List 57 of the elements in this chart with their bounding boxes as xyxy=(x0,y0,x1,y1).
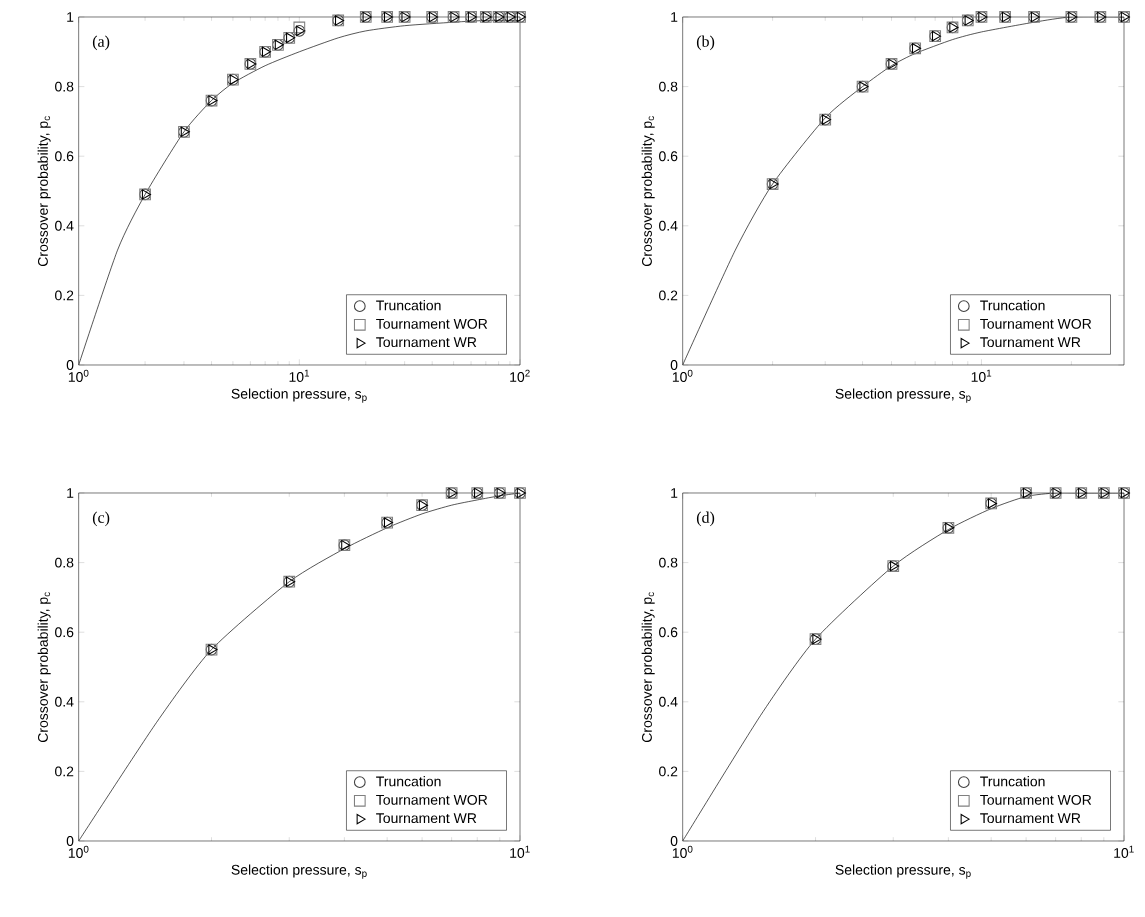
y-tick-label: 0.4 xyxy=(659,220,678,231)
x-tick-label: 10$^{1}$ xyxy=(1114,845,1134,858)
legend-label: Truncation xyxy=(980,300,1045,311)
annotation: (d) xyxy=(696,511,715,527)
x-tick-label: 10$^{0}$ xyxy=(68,845,89,858)
x-tick-label: 10$^{1}$ xyxy=(510,845,530,858)
y-tick-label: 0.6 xyxy=(55,151,74,162)
y-tick-label: 0.8 xyxy=(659,557,678,568)
y-tick-label: 1 xyxy=(671,488,678,498)
y-tick-label: 0.4 xyxy=(55,696,74,707)
legend-label: Truncation xyxy=(980,776,1045,787)
y-tick-label: 0 xyxy=(670,836,678,846)
y-tick-label: 0.6 xyxy=(55,627,74,638)
x-tick-label: 10$^{0}$ xyxy=(672,845,693,858)
y-tick-label: 0.4 xyxy=(659,696,678,707)
y-tick-label: 0 xyxy=(66,836,74,846)
y-tick-label: 1 xyxy=(671,12,678,22)
y-tick-label: 0.4 xyxy=(55,220,74,231)
y-tick-label: 0 xyxy=(670,360,678,370)
y-tick-label: 0.8 xyxy=(659,81,678,92)
annotation: (a) xyxy=(92,35,110,51)
x-tick-label: 10$^{0}$ xyxy=(68,369,89,382)
legend-label: Tournament WOR xyxy=(376,794,488,805)
y-axis-title: Crossover probability, p$_{c}$ xyxy=(37,116,51,267)
y-tick-label: 0 xyxy=(66,360,74,370)
y-axis-title: Crossover probability, p$_{c}$ xyxy=(641,116,655,267)
y-tick-label: 0.6 xyxy=(659,627,678,638)
y-tick-label: 0.2 xyxy=(55,290,74,301)
legend-label: Tournament WR xyxy=(376,337,477,348)
y-tick-label: 0.6 xyxy=(659,151,678,162)
x-tick-label: 10$^{2}$ xyxy=(510,369,530,382)
x-axis-title: Selection pressure, s$_{p}$ xyxy=(835,864,971,879)
x-tick-label: 10$^{0}$ xyxy=(672,369,693,382)
x-axis-title: Selection pressure, s$_{p}$ xyxy=(231,864,367,879)
legend-label: Truncation xyxy=(376,300,441,311)
y-tick-label: 0.8 xyxy=(55,81,74,92)
legend-label: Tournament WR xyxy=(980,813,1081,824)
annotation: (c) xyxy=(92,511,110,527)
y-axis-title: Crossover probability, p$_{c}$ xyxy=(641,592,655,743)
legend-label: Tournament WOR xyxy=(980,318,1092,329)
y-tick-label: 0.2 xyxy=(55,766,74,777)
y-tick-label: 0.2 xyxy=(659,290,678,301)
y-tick-label: 0.8 xyxy=(55,557,74,568)
x-axis-title: Selection pressure, s$_{p}$ xyxy=(835,388,971,403)
x-axis-title: Selection pressure, s$_{p}$ xyxy=(231,388,367,403)
y-axis-title: Crossover probability, p$_{c}$ xyxy=(37,592,51,743)
legend-label: Tournament WOR xyxy=(376,318,488,329)
legend-label: Tournament WR xyxy=(980,337,1081,348)
legend-label: Tournament WOR xyxy=(980,794,1092,805)
legend-label: Truncation xyxy=(376,776,441,787)
legend-label: Tournament WR xyxy=(376,813,477,824)
x-tick-label: 10$^{1}$ xyxy=(971,369,992,382)
y-tick-label: 1 xyxy=(67,488,74,498)
annotation: (b) xyxy=(696,35,715,51)
y-tick-label: 0.2 xyxy=(659,766,678,777)
x-tick-label: 10$^{1}$ xyxy=(289,369,310,382)
y-tick-label: 1 xyxy=(67,12,74,22)
